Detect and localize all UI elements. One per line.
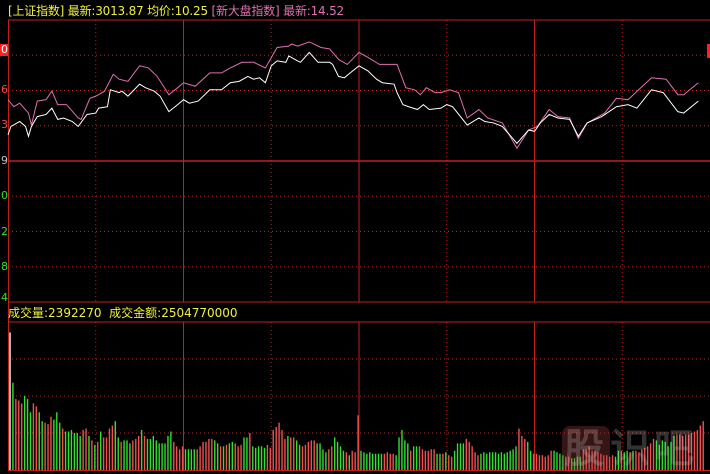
index2-name: [新大盘指数] [211,4,280,18]
latest2-label: 最新: [283,4,311,18]
volume-label: 成交量: [8,306,49,320]
y-tick-label: 8 [1,261,8,273]
price-header: [上证指数] 最新:3013.87 均价:10.25 [新大盘指数] 最新:14… [8,2,344,19]
amount-label: 成交金额: [109,306,162,320]
volume-value: 2392270 [48,306,102,320]
volume-header: 成交量:2392270 成交金额:2504770000 [8,304,238,321]
y-tick-label: 6 [1,84,8,96]
avg-label: 均价: [147,4,175,18]
watermark-logo: 股识吧 [562,426,698,472]
amount-value: 2504770000 [161,306,238,320]
right-price-marker [707,44,710,58]
index2-line [7,41,699,150]
y-tick-label: 2 [1,226,8,238]
index-name: [上证指数] [8,4,65,18]
latest2-value: 14.52 [310,4,345,18]
y-tick-label: 0 [0,44,8,56]
latest-label: 最新: [67,4,96,18]
avg-value: 10.25 [174,4,209,18]
y-tick-label: 3 [1,119,8,131]
y-tick-label: 4 [1,292,8,304]
index-line [7,51,699,145]
y-tick-label: 0 [1,190,8,202]
latest-value: 3013.87 [95,4,144,18]
y-tick-label: 9 [1,155,8,167]
